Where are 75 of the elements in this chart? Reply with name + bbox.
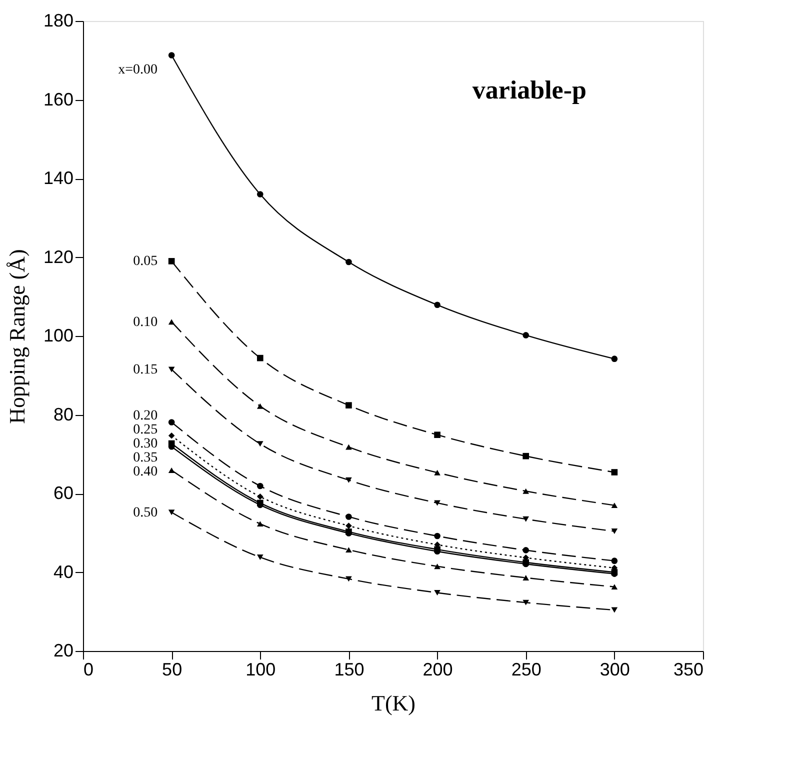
- y-tick-label: 20: [53, 640, 74, 660]
- point: [434, 470, 440, 476]
- point: [168, 419, 175, 426]
- y-tick-label: 120: [43, 246, 74, 267]
- annotation: variable-p: [472, 75, 586, 104]
- x-tick-label: 100: [246, 660, 276, 680]
- x-tick-label: 350: [673, 660, 704, 680]
- point: [611, 607, 618, 613]
- y-axis-title: Hopping Range (Å): [4, 249, 30, 424]
- series-label: 0.20: [133, 408, 158, 424]
- x-tick-label: 200: [422, 660, 453, 680]
- point: [346, 576, 352, 582]
- point: [256, 554, 264, 560]
- point: [168, 366, 175, 372]
- point: [256, 403, 264, 409]
- point: [346, 522, 352, 529]
- point: [434, 432, 440, 438]
- point: [346, 477, 352, 483]
- point: [611, 356, 618, 362]
- point: [256, 493, 264, 500]
- point: [522, 547, 530, 554]
- point: [346, 258, 352, 266]
- point: [611, 558, 618, 564]
- series-label: x=0.00: [118, 62, 158, 78]
- point: [256, 354, 264, 362]
- x-tick-label: 300: [600, 660, 630, 680]
- point: [256, 441, 264, 447]
- y-tick-label: 140: [43, 168, 74, 188]
- point: [346, 444, 352, 450]
- x-tick-label: 150: [334, 660, 364, 680]
- y-tick-label: 60: [53, 483, 74, 503]
- series-label: 0.50: [133, 505, 158, 520]
- point: [256, 521, 264, 527]
- point: [611, 584, 618, 590]
- x-tick-label: 250: [511, 660, 542, 680]
- point: [434, 500, 440, 506]
- y-tick-label: 100: [43, 326, 74, 346]
- point: [168, 52, 175, 58]
- point: [611, 528, 618, 534]
- point: [168, 258, 175, 264]
- point: [434, 532, 440, 540]
- y-tick-label: 80: [53, 404, 74, 424]
- point: [522, 516, 530, 522]
- point: [256, 482, 264, 490]
- point: [522, 488, 530, 494]
- point: [522, 452, 530, 460]
- point: [522, 332, 530, 338]
- series-label: 0.35: [133, 450, 158, 466]
- y-tick-label: 40: [53, 562, 74, 582]
- point: [611, 502, 618, 508]
- x-tick-label: 0: [84, 660, 94, 680]
- series-label: 0.15: [133, 362, 158, 378]
- point: [346, 402, 352, 408]
- x-axis-title: T(K): [372, 690, 416, 716]
- point: [168, 432, 175, 439]
- series-label: 0.40: [133, 464, 158, 480]
- point: [611, 469, 618, 476]
- point: [168, 468, 175, 474]
- point: [256, 191, 264, 198]
- series-label: 0.10: [133, 314, 158, 330]
- point: [434, 564, 440, 570]
- series-label: 0.30: [133, 436, 158, 452]
- x-tick-label: 50: [162, 660, 182, 680]
- point: [168, 319, 175, 325]
- point: [522, 575, 530, 580]
- y-tick-label: 180: [43, 10, 74, 30]
- y-tick-label: 160: [43, 89, 74, 110]
- point: [522, 600, 530, 606]
- point: [168, 510, 175, 516]
- point: [434, 590, 440, 596]
- point: [434, 302, 440, 308]
- point: [346, 514, 352, 520]
- series-label: 0.05: [133, 254, 158, 270]
- point: [346, 547, 352, 553]
- series-label: 0.25: [133, 422, 158, 438]
